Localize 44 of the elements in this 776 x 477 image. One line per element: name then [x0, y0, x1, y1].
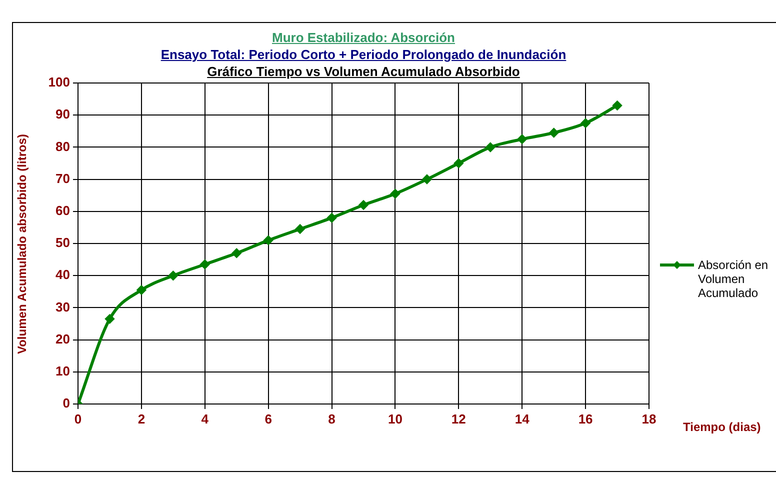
legend-label: Absorción en Volumen Acumulado: [698, 258, 770, 300]
y-tick-label: 70: [56, 170, 70, 186]
y-tick-label: 80: [56, 138, 70, 154]
x-tick-label: 16: [578, 411, 593, 426]
point: [200, 260, 210, 269]
y-tick-label: 40: [56, 267, 70, 282]
y-tick-label: 90: [56, 106, 70, 122]
y-tick-label: 20: [56, 331, 70, 346]
point: [612, 100, 622, 110]
point: [168, 271, 178, 280]
x-tick-label: 18: [642, 411, 656, 426]
point: [264, 236, 273, 245]
point: [359, 200, 368, 210]
point: [296, 224, 305, 234]
x-axis-title: Tiempo (dias): [683, 420, 761, 434]
text: Gráfico Tiempo vs Volumen Acumulado Absorbido: [206, 64, 521, 79]
x-tick-label: 2: [138, 411, 146, 426]
y-tick-label: 10: [56, 363, 70, 378]
x-tick-label: 0: [74, 411, 82, 426]
chart-title: Muro Estabilizado: Absorción: [271, 30, 456, 45]
y-axis-title: Volumen Acumulado absorbido (litros): [15, 134, 29, 354]
y-tick-label: 100: [48, 74, 70, 90]
point: [581, 118, 590, 128]
y-tick-label: 50: [56, 235, 70, 250]
point: [549, 128, 558, 138]
point: [518, 134, 527, 144]
y-tick-label: 0: [62, 396, 70, 411]
x-tick-label: 8: [328, 411, 336, 426]
x-tick-label: 12: [451, 411, 466, 426]
x-tick-label: 6: [264, 411, 272, 426]
point: [136, 286, 146, 295]
point: [327, 213, 336, 222]
y-tick-label: 60: [56, 202, 70, 218]
point: [390, 189, 400, 198]
x-tick-label: 14: [514, 411, 530, 426]
x-tick-label: 10: [388, 411, 402, 426]
chart-subtitle: Ensayo Total: Periodo Corto + Periodo Prolongado de Inundación: [160, 47, 568, 62]
point: [422, 174, 432, 184]
point: [232, 248, 242, 258]
x-tick-label: 4: [201, 411, 210, 426]
point: [105, 314, 114, 324]
point: [486, 142, 495, 152]
y-tick-label: 30: [56, 299, 70, 314]
point: [454, 158, 464, 168]
